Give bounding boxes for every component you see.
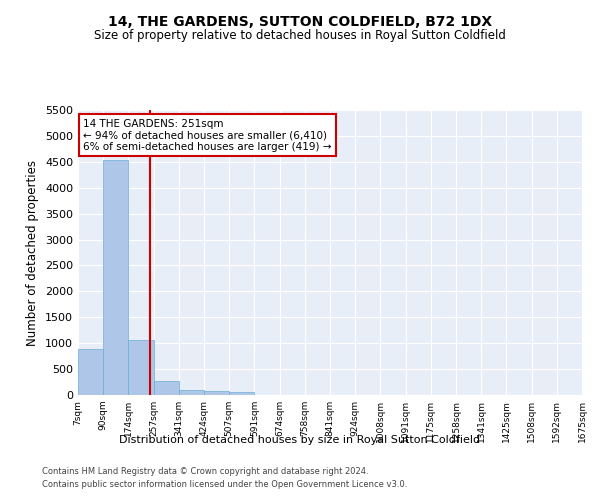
Text: Contains HM Land Registry data © Crown copyright and database right 2024.: Contains HM Land Registry data © Crown c…: [42, 468, 368, 476]
Bar: [229, 392, 254, 395]
Text: 14, THE GARDENS, SUTTON COLDFIELD, B72 1DX: 14, THE GARDENS, SUTTON COLDFIELD, B72 1…: [108, 15, 492, 29]
Bar: [78, 350, 103, 395]
Text: Distribution of detached houses by size in Royal Sutton Coldfield: Distribution of detached houses by size …: [119, 435, 481, 445]
Y-axis label: Number of detached properties: Number of detached properties: [26, 160, 40, 346]
Text: Size of property relative to detached houses in Royal Sutton Coldfield: Size of property relative to detached ho…: [94, 28, 506, 42]
Bar: [154, 381, 179, 395]
Text: 14 THE GARDENS: 251sqm
← 94% of detached houses are smaller (6,410)
6% of semi-d: 14 THE GARDENS: 251sqm ← 94% of detached…: [83, 118, 332, 152]
Bar: [179, 390, 204, 395]
Text: Contains public sector information licensed under the Open Government Licence v3: Contains public sector information licen…: [42, 480, 407, 489]
Bar: [204, 391, 229, 395]
Bar: [128, 340, 154, 395]
Bar: [103, 160, 128, 395]
